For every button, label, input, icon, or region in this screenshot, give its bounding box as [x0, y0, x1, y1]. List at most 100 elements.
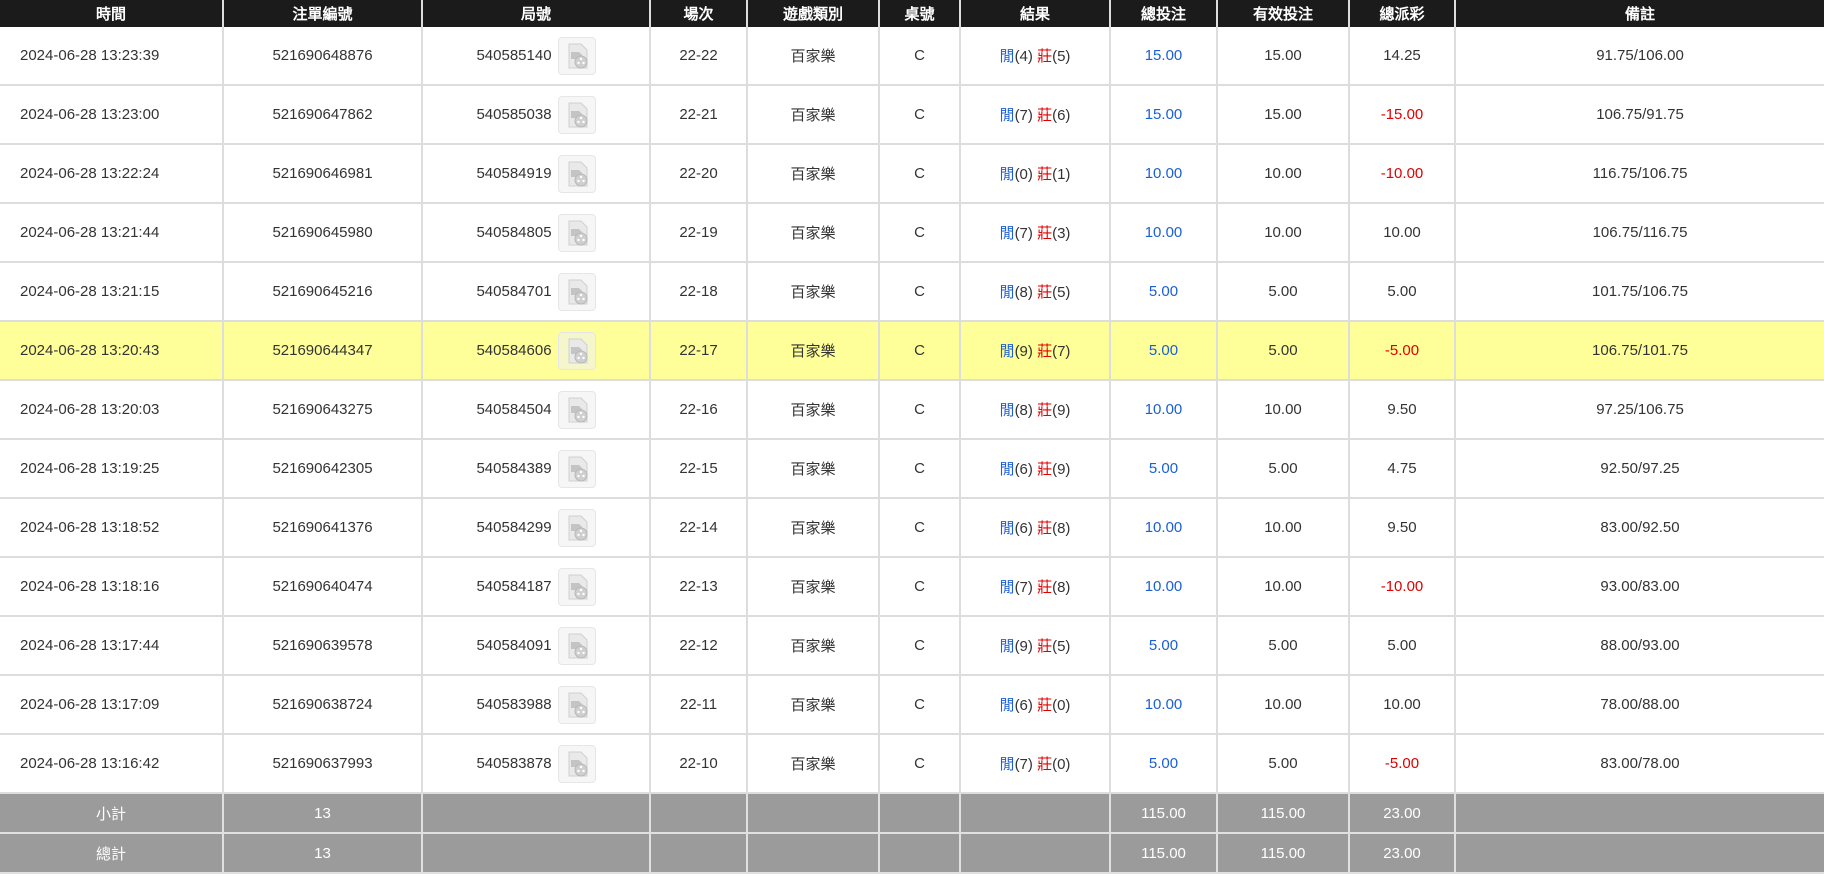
round-id-cell: 540585140: [421, 27, 650, 86]
game-type-cell: 百家樂: [746, 557, 879, 617]
table-row: 2024-06-28 13:23:00 521690647862 5405850…: [0, 85, 1824, 145]
table-cell: C: [878, 557, 960, 617]
note-cell: 83.00/78.00: [1454, 734, 1824, 794]
shoe-cell: 22-12: [649, 616, 747, 676]
result-cell: 閒(9) 莊(7): [959, 321, 1110, 381]
table-cell: C: [878, 498, 960, 558]
note-cell: 78.00/88.00: [1454, 675, 1824, 735]
video-replay-icon[interactable]: [557, 213, 596, 252]
note-cell: 106.75/91.75: [1454, 85, 1824, 145]
time-cell: 2024-06-28 13:20:03: [0, 380, 223, 440]
round-id-cell: 540584299: [421, 498, 650, 558]
game-type-cell: 百家樂: [746, 439, 879, 499]
video-replay-icon[interactable]: [557, 508, 596, 547]
time-cell: 2024-06-28 13:17:09: [0, 675, 223, 735]
video-replay-icon[interactable]: [557, 95, 596, 134]
video-replay-icon[interactable]: [557, 449, 596, 488]
banker-score: (9): [1052, 461, 1071, 478]
player-label: 閒: [999, 579, 1015, 596]
player-label: 閒: [999, 343, 1015, 360]
shoe-cell: 22-14: [649, 498, 747, 558]
total-bet-cell: 5.00: [1109, 439, 1217, 499]
note-cell: 101.75/106.75: [1454, 262, 1824, 322]
video-replay-icon[interactable]: [557, 685, 596, 724]
table-row: 2024-06-28 13:17:09 521690638724 5405839…: [0, 675, 1824, 735]
header-bet-id: 注單編號: [222, 0, 422, 27]
grand-total-row: 總計 13 115.00 115.00 23.00: [0, 833, 1824, 874]
total-bet-cell: 10.00: [1109, 675, 1217, 735]
round-id-cell: 540584606: [421, 321, 650, 381]
banker-score: (1): [1052, 166, 1071, 183]
table-cell: C: [878, 321, 960, 381]
table-cell: C: [878, 675, 960, 735]
note-cell: 116.75/106.75: [1454, 144, 1824, 204]
header-note: 備註: [1454, 0, 1824, 27]
payout-cell: 10.00: [1348, 203, 1455, 263]
video-replay-icon[interactable]: [557, 744, 596, 783]
round-id: 540584504: [476, 400, 552, 418]
player-score: (7): [1014, 756, 1033, 773]
table-row: 2024-06-28 13:23:39 521690648876 5405851…: [0, 27, 1824, 86]
video-replay-icon[interactable]: [557, 154, 596, 193]
valid-bet-cell: 10.00: [1216, 675, 1349, 735]
note-cell: 106.75/116.75: [1454, 203, 1824, 263]
game-type-cell: 百家樂: [746, 734, 879, 794]
header-result: 結果: [959, 0, 1110, 27]
note-cell: 97.25/106.75: [1454, 380, 1824, 440]
player-score: (9): [1014, 638, 1033, 655]
header-table: 桌號: [878, 0, 960, 27]
bet-id-cell: 521690647862: [222, 85, 422, 145]
player-score: (7): [1014, 579, 1033, 596]
video-replay-icon[interactable]: [557, 567, 596, 606]
table-cell: C: [878, 85, 960, 145]
video-replay-icon[interactable]: [557, 331, 596, 370]
header-time: 時間: [0, 0, 223, 27]
table-row: 2024-06-28 13:20:43 521690644347 5405846…: [0, 321, 1824, 381]
round-id: 540584919: [476, 164, 552, 182]
bet-id-cell: 521690644347: [222, 321, 422, 381]
valid-bet-cell: 15.00: [1216, 27, 1349, 86]
game-type-cell: 百家樂: [746, 616, 879, 676]
banker-score: (0): [1052, 756, 1071, 773]
valid-bet-cell: 10.00: [1216, 144, 1349, 204]
player-label: 閒: [999, 107, 1015, 124]
bet-id-cell: 521690645980: [222, 203, 422, 263]
banker-label: 莊: [1037, 166, 1053, 183]
table-cell: C: [878, 27, 960, 86]
player-score: (7): [1014, 107, 1033, 124]
table-header: 時間 注單編號 局號 場次 遊戲類別 桌號 結果 總投注 有效投注 總派彩 備註: [0, 0, 1824, 27]
payout-cell: -5.00: [1348, 321, 1455, 381]
header-shoe: 場次: [649, 0, 747, 27]
banker-label: 莊: [1037, 48, 1053, 65]
game-type-cell: 百家樂: [746, 380, 879, 440]
player-label: 閒: [999, 284, 1015, 301]
banker-score: (5): [1052, 48, 1071, 65]
time-cell: 2024-06-28 13:18:52: [0, 498, 223, 558]
shoe-cell: 22-17: [649, 321, 747, 381]
game-type-cell: 百家樂: [746, 85, 879, 145]
video-replay-icon[interactable]: [557, 272, 596, 311]
player-score: (0): [1014, 166, 1033, 183]
valid-bet-cell: 5.00: [1216, 734, 1349, 794]
total-bet-cell: 15.00: [1109, 27, 1217, 86]
banker-score: (7): [1052, 343, 1071, 360]
player-score: (6): [1014, 697, 1033, 714]
player-score: (7): [1014, 225, 1033, 242]
game-type-cell: 百家樂: [746, 203, 879, 263]
video-replay-icon[interactable]: [557, 626, 596, 665]
bet-id-cell: 521690637993: [222, 734, 422, 794]
total-bet-cell: 10.00: [1109, 380, 1217, 440]
round-id-cell: 540585038: [421, 85, 650, 145]
player-label: 閒: [999, 225, 1015, 242]
video-replay-icon[interactable]: [557, 36, 596, 75]
player-label: 閒: [999, 461, 1015, 478]
video-replay-icon[interactable]: [557, 390, 596, 429]
valid-bet-cell: 10.00: [1216, 557, 1349, 617]
player-label: 閒: [999, 638, 1015, 655]
banker-score: (5): [1052, 638, 1071, 655]
player-label: 閒: [999, 756, 1015, 773]
time-cell: 2024-06-28 13:18:16: [0, 557, 223, 617]
round-id: 540584606: [476, 341, 552, 359]
shoe-cell: 22-21: [649, 85, 747, 145]
game-type-cell: 百家樂: [746, 321, 879, 381]
